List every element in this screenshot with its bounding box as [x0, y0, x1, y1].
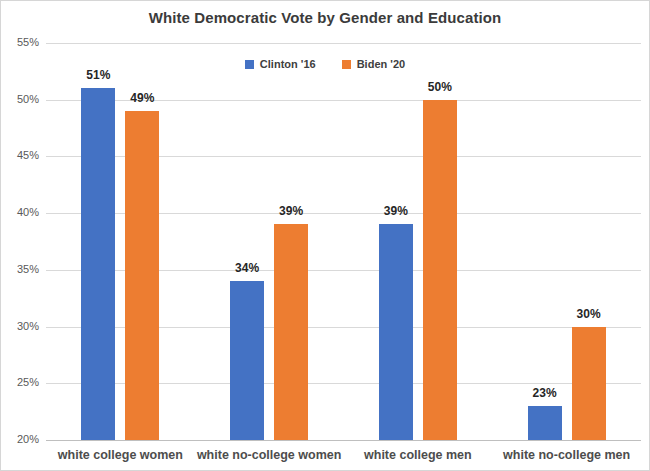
legend-item-1: Biden '20	[342, 58, 405, 70]
legend-swatch-icon	[342, 60, 351, 69]
bar-data-label: 50%	[408, 80, 472, 94]
plot-area: 51% 49% 34% 39% 39% 50% 23% 30%	[46, 43, 641, 440]
bar-data-label: 23%	[513, 386, 577, 400]
bar-data-label: 49%	[110, 91, 174, 105]
bar-clinton-group-1	[230, 281, 264, 440]
bar-biden-group-2	[423, 100, 457, 440]
y-tick-label: 35%	[3, 263, 39, 275]
x-axis-line	[46, 440, 641, 441]
legend-swatch-icon	[245, 60, 254, 69]
bar-biden-group-1	[274, 224, 308, 440]
bar-clinton-group-2	[379, 224, 413, 440]
chart-title: White Democratic Vote by Gender and Educ…	[1, 9, 649, 26]
legend-label: Biden '20	[357, 58, 405, 70]
bar-clinton-group-3	[528, 406, 562, 440]
chart-frame: White Democratic Vote by Gender and Educ…	[0, 0, 650, 471]
bar-data-label: 51%	[66, 68, 130, 82]
bar-data-label: 39%	[259, 204, 323, 218]
bar-biden-group-0	[125, 111, 159, 440]
y-tick-label: 50%	[3, 93, 39, 105]
bar-data-label: 34%	[215, 261, 279, 275]
bar-biden-group-3	[572, 327, 606, 440]
bar-data-label: 30%	[557, 307, 621, 321]
bar-clinton-group-0	[81, 88, 115, 440]
y-tick-label: 40%	[3, 206, 39, 218]
chart-legend: Clinton '16 Biden '20	[1, 58, 649, 70]
x-category-label: white college women	[35, 448, 205, 462]
legend-label: Clinton '16	[260, 58, 316, 70]
legend-item-0: Clinton '16	[245, 58, 316, 70]
y-tick-label: 25%	[3, 376, 39, 388]
y-tick-label: 20%	[3, 433, 39, 445]
x-category-label: white college men	[333, 448, 503, 462]
x-category-label: white no-college men	[482, 448, 650, 462]
bar-data-label: 39%	[364, 204, 428, 218]
y-tick-label: 55%	[3, 36, 39, 48]
y-tick-label: 45%	[3, 149, 39, 161]
y-gridline	[46, 43, 641, 44]
x-category-label: white no-college women	[184, 448, 354, 462]
y-tick-label: 30%	[3, 320, 39, 332]
